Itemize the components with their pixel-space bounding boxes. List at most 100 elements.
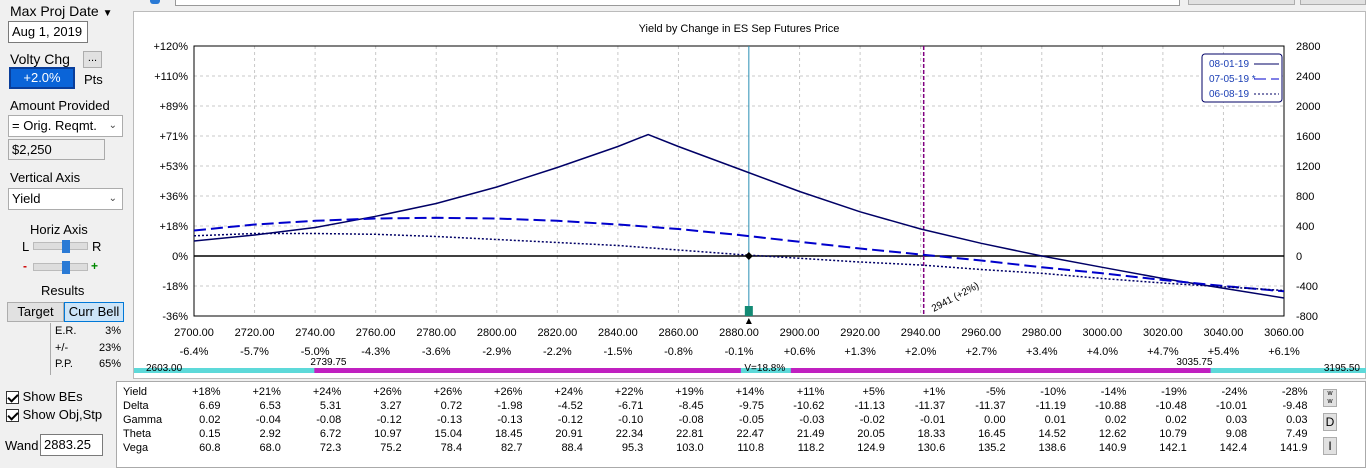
wand-input[interactable]: 2883.25	[40, 434, 103, 456]
zoom-slider-knob[interactable]	[62, 261, 71, 274]
greeks-cell: 68.0	[259, 442, 281, 454]
plot-border	[193, 45, 1285, 317]
greeks-cell: +14%	[735, 386, 765, 398]
x-tick-label: 2740.00	[295, 327, 335, 339]
chart-panel: Yield by Change in ES Sep Futures Price 2…	[133, 11, 1366, 379]
greeks-cell: 10.97	[374, 428, 402, 440]
current-price-marker[interactable]	[744, 306, 753, 316]
greeks-row-delta: Delta 6.69 6.53 5.31 3.27 0.72 -1.98 -4.52 -6.71…	[117, 399, 1310, 413]
greeks-cell: +19%	[675, 386, 704, 398]
top-button-b[interactable]	[1300, 0, 1366, 5]
top-button-a[interactable]	[1188, 0, 1295, 5]
results-label: Results	[41, 283, 85, 298]
greeks-cell: -9.48	[1282, 400, 1308, 412]
greeks-cell: 75.2	[380, 442, 402, 454]
horiz-axis-label: Horiz Axis	[30, 222, 88, 237]
left-tick-label: +36%	[160, 191, 189, 203]
greeks-cell: 78.4	[440, 442, 463, 454]
greeks-cell: 2.92	[259, 428, 281, 440]
yield-chart[interactable]: Yield by Change in ES Sep Futures Price 2…	[134, 12, 1366, 380]
volty-chg-input[interactable]: +2.0%	[9, 67, 75, 89]
greeks-cell: 0.00	[984, 414, 1006, 426]
x-tick-label: 2900.00	[780, 327, 820, 339]
x-tick-label: 3020.00	[1143, 327, 1183, 339]
x-tick-label: 3000.00	[1082, 327, 1122, 339]
top-input[interactable]	[175, 0, 1180, 6]
greeks-cell: 141.9	[1280, 442, 1308, 454]
target-button[interactable]: Target	[7, 302, 64, 322]
greeks-cell: 0.02	[1165, 414, 1187, 426]
greeks-cell: -0.13	[497, 414, 523, 426]
greeks-row-theta: Theta 0.15 2.92 6.72 10.97 15.04 18.45 20.91 22.…	[117, 427, 1310, 441]
greeks-cell: 95.3	[621, 442, 644, 454]
legend-entry: 07-05-19 *	[1209, 74, 1256, 85]
greeks-cell: 16.45	[978, 428, 1006, 440]
greeks-cell: -0.08	[316, 414, 342, 426]
amount-value-field[interactable]: $2,250	[8, 139, 105, 160]
x-pct-tick-label: -0.8%	[664, 346, 693, 358]
greeks-cell: 22.34	[615, 428, 644, 440]
side-button-d[interactable]: D	[1323, 413, 1337, 431]
x-tick-label: 3040.00	[1204, 327, 1244, 339]
range-center-label: V=18.8%	[744, 363, 785, 374]
greeks-cell: 7.49	[1286, 428, 1308, 440]
zoom-slider[interactable]	[33, 261, 88, 274]
range-bar-outer	[134, 368, 1366, 373]
greeks-cell: 0.15	[199, 428, 221, 440]
greeks-cell: -11.37	[914, 400, 946, 412]
range-bar-inner-left	[314, 368, 741, 373]
curr-bell-button[interactable]: Curr Bell	[64, 302, 124, 322]
greeks-cell: 103.0	[676, 442, 704, 454]
right-tick-label: 1600	[1296, 131, 1320, 143]
side-button-ww[interactable]: w w	[1323, 389, 1337, 407]
x-tick-label: 2980.00	[1022, 327, 1062, 339]
greeks-cell: -8.45	[678, 400, 704, 412]
vertical-axis-select[interactable]: Yield ⌄	[8, 188, 123, 210]
right-tick-label: 400	[1296, 221, 1314, 233]
greeks-cell: -11.13	[854, 400, 885, 412]
greeks-cell: 140.9	[1098, 442, 1127, 454]
greeks-cell: -19%	[1161, 386, 1187, 398]
current-price-arrow-icon	[745, 318, 752, 324]
greeks-cell: +21%	[252, 386, 281, 398]
right-tick-label: -800	[1296, 311, 1318, 323]
side-button-i[interactable]: I	[1323, 437, 1337, 455]
legend-entry: 06-08-19	[1209, 89, 1249, 100]
checkbox-checked-icon[interactable]	[6, 391, 19, 405]
left-tick-label: +53%	[160, 161, 189, 173]
left-tick-label: +120%	[153, 41, 188, 53]
greeks-cell: -9.75	[738, 400, 765, 412]
top-strip	[150, 0, 1366, 6]
show-bes-checkbox[interactable]: Show BEs	[6, 389, 83, 405]
results-row: P.P. 65%	[55, 358, 121, 370]
greeks-cell: 130.6	[917, 442, 946, 454]
amount-provided-select[interactable]: = Orig. Reqmt. ⌄	[8, 115, 123, 137]
greeks-cell: 0.01	[1044, 414, 1066, 426]
greeks-cell: -10%	[1040, 386, 1066, 398]
x-tick-label: 2880.00	[719, 327, 759, 339]
amount-provided-option: = Orig. Reqmt.	[12, 118, 97, 133]
chevron-down-icon: ⌄	[108, 193, 117, 204]
right-tick-label: 800	[1296, 191, 1314, 203]
max-proj-date-input[interactable]: Aug 1, 2019	[8, 21, 88, 43]
horiz-axis-slider[interactable]	[33, 240, 88, 253]
x-tick-label: 2840.00	[598, 327, 638, 339]
top-slider-knob[interactable]	[150, 0, 160, 4]
greeks-cell: 6.69	[199, 400, 221, 412]
greeks-cell: 18.33	[917, 428, 946, 440]
horiz-slider-knob[interactable]	[62, 240, 71, 253]
volty-ellipsis-button[interactable]: ...	[83, 51, 102, 68]
greeks-cell: -0.13	[437, 414, 463, 426]
greeks-cell: 0.03	[1286, 414, 1308, 426]
greeks-cell: 0.03	[1225, 414, 1248, 426]
show-obj-stp-checkbox[interactable]: Show Obj,Stp	[6, 407, 102, 423]
checkbox-checked-icon[interactable]	[6, 409, 19, 423]
x-pct-tick-label: -4.3%	[361, 346, 390, 358]
greeks-cell: 135.2	[978, 442, 1006, 454]
greeks-cell: 124.9	[857, 442, 885, 454]
max-proj-date-label[interactable]: Max Proj Date ▼	[10, 3, 113, 19]
greeks-cell: 0.72	[440, 400, 463, 412]
series-line-1	[193, 133, 1285, 299]
greeks-cell: 6.53	[259, 400, 281, 412]
max-proj-date-text: Max Proj Date	[10, 3, 99, 19]
